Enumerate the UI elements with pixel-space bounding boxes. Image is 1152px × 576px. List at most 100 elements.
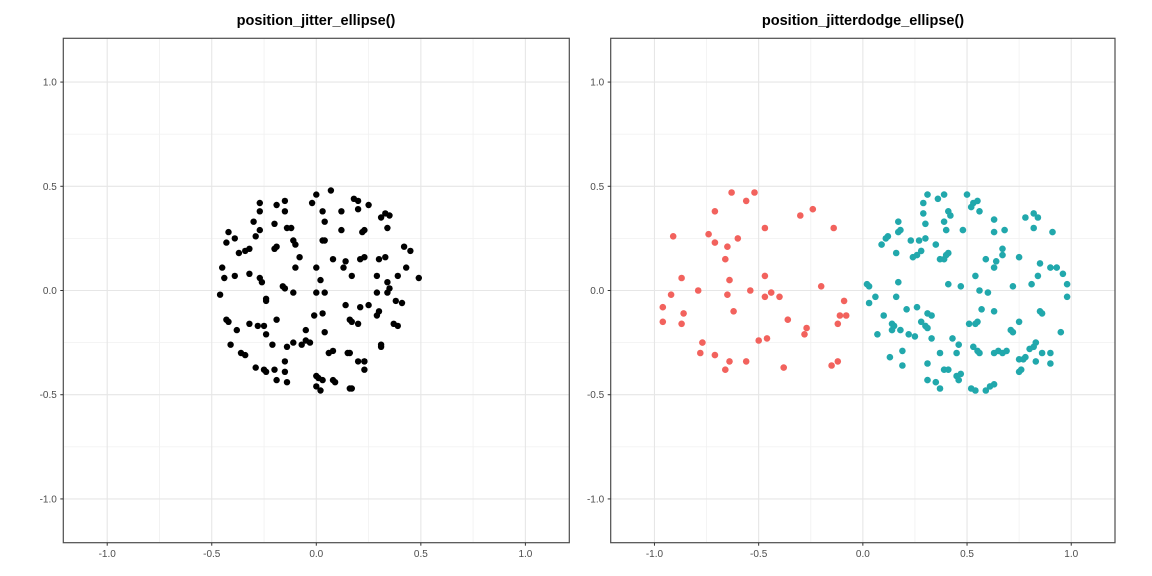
data-point — [407, 247, 414, 255]
data-point — [899, 347, 906, 355]
data-point — [1015, 253, 1023, 261]
data-point — [945, 366, 952, 374]
data-point — [296, 254, 303, 261]
data-point — [711, 208, 719, 215]
data-point — [842, 312, 850, 319]
data-point — [319, 237, 326, 244]
data-point — [678, 320, 685, 328]
data-point — [936, 349, 944, 357]
data-point — [976, 349, 983, 357]
data-point — [1001, 226, 1008, 234]
data-point — [373, 272, 381, 280]
y-axis-tick-label: 0.0 — [43, 286, 57, 297]
data-point — [256, 226, 263, 234]
data-point — [895, 218, 902, 225]
data-point — [340, 264, 347, 271]
data-point — [882, 235, 890, 242]
data-point — [361, 358, 368, 365]
data-point — [319, 376, 326, 384]
data-point — [942, 226, 950, 234]
data-point — [348, 318, 355, 325]
data-point — [1047, 360, 1054, 367]
data-point — [225, 228, 232, 236]
data-point — [886, 353, 894, 361]
data-point — [377, 341, 385, 348]
data-point — [742, 197, 750, 205]
data-point — [699, 339, 706, 346]
data-point — [982, 255, 990, 263]
data-point — [256, 208, 263, 215]
data-point — [384, 224, 391, 232]
data-point — [924, 324, 931, 332]
data-point — [313, 191, 320, 198]
data-point — [227, 341, 234, 348]
data-point — [955, 376, 962, 384]
x-axis-tick-label: 0.5 — [414, 549, 428, 560]
data-point — [361, 366, 368, 373]
data-point — [865, 299, 873, 307]
data-point — [724, 291, 731, 299]
data-point — [311, 312, 318, 319]
data-point — [269, 341, 276, 348]
data-point — [934, 195, 942, 203]
data-point — [273, 243, 280, 250]
data-point — [920, 210, 927, 217]
data-point — [250, 218, 257, 225]
data-point — [949, 335, 956, 342]
data-point — [722, 366, 729, 374]
x-axis-tick-label: 0.0 — [856, 549, 870, 560]
data-point — [895, 278, 902, 286]
data-point — [801, 331, 808, 338]
data-point — [913, 303, 921, 311]
data-point — [321, 289, 328, 296]
data-point — [874, 331, 881, 338]
data-point — [755, 337, 762, 344]
data-point — [724, 243, 731, 250]
plot-position-jitter-ellipse: position_jitter_ellipse() -1.0 -0.5 0.0 0.5… — [39, 13, 570, 561]
data-point — [990, 228, 998, 236]
data-point — [957, 283, 965, 290]
data-point — [928, 335, 935, 342]
data-point — [899, 362, 906, 369]
y-axis-tick-label: -0.5 — [587, 390, 605, 401]
data-point — [990, 308, 998, 315]
series-dodged-group-2 — [863, 191, 1071, 394]
data-point — [1034, 272, 1042, 280]
grid-major — [610, 38, 1115, 543]
data-point — [1053, 264, 1060, 271]
data-point — [722, 255, 729, 263]
data-point — [897, 326, 904, 334]
data-point — [283, 379, 291, 386]
data-point — [965, 320, 973, 328]
data-point — [928, 312, 935, 319]
data-point — [288, 224, 295, 232]
data-point — [872, 293, 879, 301]
data-point — [903, 306, 910, 313]
data-point — [1022, 214, 1029, 221]
data-point — [329, 256, 337, 263]
data-point — [365, 201, 372, 209]
data-point — [235, 249, 243, 257]
data-point — [711, 239, 719, 246]
data-point — [231, 235, 238, 242]
data-point — [920, 199, 927, 207]
data-point — [917, 247, 925, 255]
data-point — [974, 318, 981, 326]
data-point — [742, 358, 750, 365]
data-point — [990, 216, 998, 223]
data-point — [246, 245, 253, 252]
data-point — [262, 297, 270, 305]
points-layer — [216, 187, 422, 394]
data-point — [1017, 366, 1025, 374]
data-point — [298, 341, 305, 348]
data-point — [953, 349, 960, 357]
data-point — [911, 333, 919, 340]
data-point — [308, 199, 316, 207]
data-point — [306, 339, 314, 346]
data-point — [1047, 264, 1054, 271]
data-point — [797, 212, 804, 219]
data-point — [767, 289, 775, 296]
y-axis-tick-label: 0.5 — [43, 182, 57, 193]
data-point — [761, 293, 769, 301]
data-point — [932, 378, 940, 386]
